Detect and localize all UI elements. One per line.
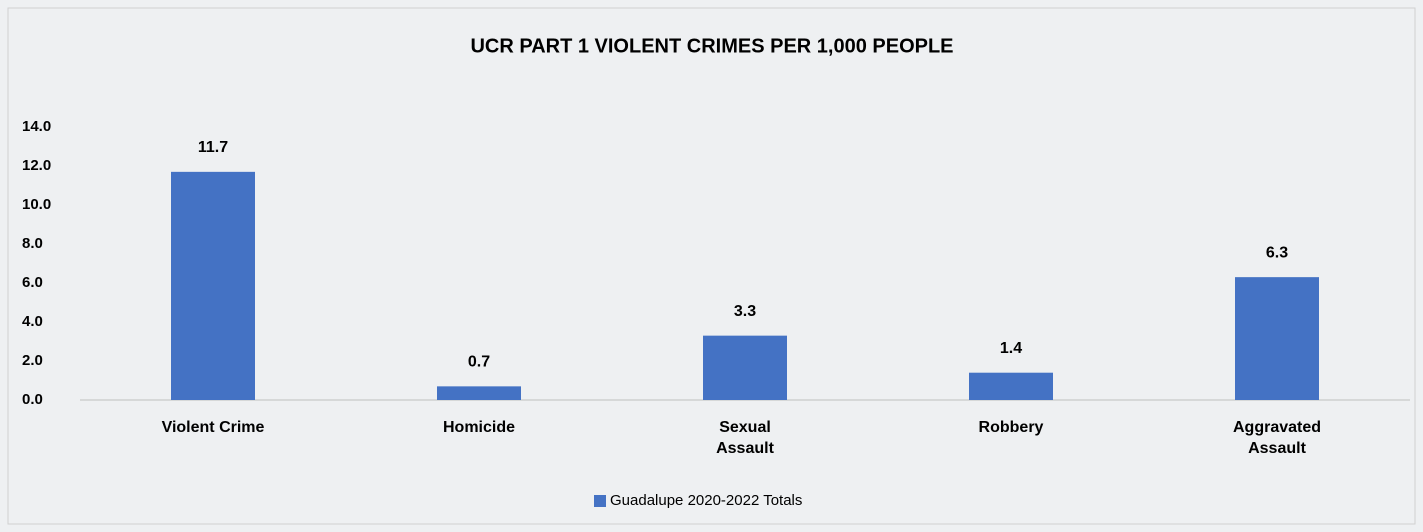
y-tick-label: 8.0 — [22, 235, 43, 252]
legend-swatch — [594, 495, 606, 507]
data-label: 0.7 — [468, 354, 490, 371]
chart-frame — [7, 7, 1416, 525]
data-label: 6.3 — [1266, 244, 1288, 261]
x-tick-label: Violent Crime — [161, 419, 265, 436]
y-tick-label: 0.0 — [22, 391, 43, 408]
legend-label: Guadalupe 2020-2022 Totals — [610, 492, 802, 509]
data-label: 3.3 — [734, 303, 756, 320]
y-tick-label: 10.0 — [22, 196, 51, 213]
x-tick-label: Aggravated Assault — [1232, 419, 1322, 457]
bar — [703, 335, 787, 400]
y-tick-label: 6.0 — [22, 274, 43, 291]
bar — [969, 372, 1053, 400]
bar — [1235, 277, 1319, 400]
y-tick-label: 4.0 — [22, 313, 43, 330]
x-tick-label: Robbery — [978, 419, 1044, 436]
data-label: 1.4 — [1000, 340, 1022, 357]
y-tick-label: 14.0 — [22, 118, 51, 135]
data-label: 11.7 — [198, 139, 228, 156]
x-tick-label: Sexual Assault — [716, 419, 774, 457]
y-tick-label: 12.0 — [22, 157, 51, 174]
bar — [437, 386, 521, 400]
x-tick-label: Homicide — [442, 419, 515, 436]
bar — [171, 171, 255, 400]
chart-title: UCR PART 1 VIOLENT CRIMES PER 1,000 PEOP… — [470, 35, 953, 57]
y-tick-label: 2.0 — [22, 352, 43, 369]
